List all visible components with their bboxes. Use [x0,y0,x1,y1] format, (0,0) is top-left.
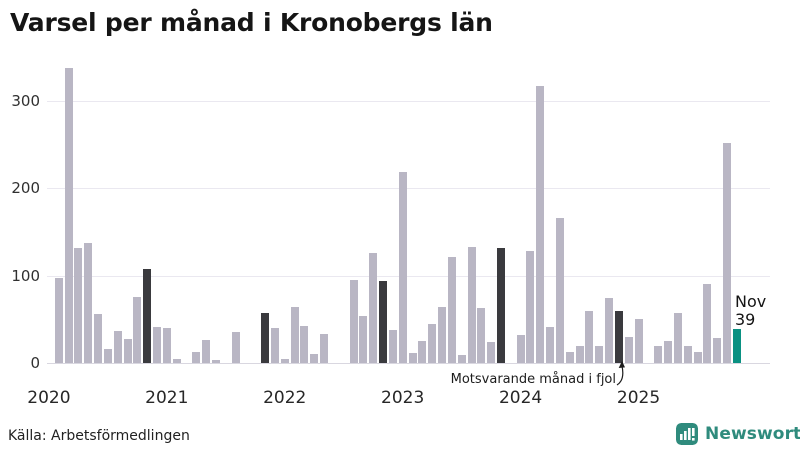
bar-2021-01 [162,328,171,363]
annotation-arrow-icon [616,361,625,386]
bar-2022-02 [290,307,299,363]
bar-2024-12 [624,337,633,363]
bar-2022-04 [310,354,319,363]
bar-2020-03 [64,68,73,363]
bar-2024-07 [575,346,584,363]
newsworthy-wordmark: Newsworthy [705,424,800,444]
bar-2023-03 [418,341,427,363]
bar-2023-07 [457,355,466,363]
bar-2021-08 [231,332,240,363]
bar-2020-10 [133,297,142,363]
bar-2023-06 [447,257,456,363]
gridline-y300 [47,101,770,102]
x-axis-tick-2023: 2023 [381,388,425,408]
y-axis-tick-100: 100 [11,267,40,285]
current-month-value: 39 [735,309,756,329]
bar-2024-08 [585,311,594,363]
bar-2021-12 [270,328,279,363]
bar-2025-05 [673,313,682,363]
bar-2023-01 [398,172,407,363]
bar-2025-11 [732,329,741,363]
bar-2023-08 [467,247,476,363]
bar-2025-06 [683,346,692,363]
bar-2023-05 [438,307,446,363]
bar-2021-02 [172,359,181,363]
bar-2020-11 [143,269,152,363]
bar-2024-04 [546,327,555,363]
bar-2020-08 [113,331,122,363]
chart-title: Varsel per månad i Kronobergs län [10,8,493,37]
y-axis-tick-0: 0 [30,354,40,372]
bar-2022-12 [388,330,397,363]
bar-2024-01 [516,335,525,363]
newsworthy-logo[interactable]: Newsworthy [676,423,800,445]
bar-2025-09 [713,338,722,363]
bar-2020-06 [94,314,102,363]
current-month-label: Nov 39 [735,293,766,328]
bar-2023-02 [408,353,417,363]
bar-2023-10 [487,342,496,363]
bar-2024-09 [595,346,604,363]
x-axis-tick-2024: 2024 [498,388,543,408]
y-axis-tick-300: 300 [11,92,40,110]
y-axis-tick-200: 200 [11,179,40,197]
gridline-y200 [47,188,770,189]
bar-2024-02 [526,251,535,363]
bar-2023-09 [477,308,486,363]
bar-2022-03 [300,326,309,363]
bar-2020-07 [103,349,112,363]
bar-2020-02 [54,278,63,363]
bar-2023-11 [496,248,505,363]
bar-2025-07 [693,352,702,363]
annotation-previous-year: Motsvarande månad i fjol [451,372,616,387]
bar-2025-04 [664,341,672,363]
bar-2022-10 [369,253,378,363]
x-axis-tick-2025: 2025 [616,388,661,408]
bar-2023-04 [428,324,437,363]
bar-2024-11 [614,311,623,363]
bar-2024-05 [555,218,564,363]
x-axis-tick-2020: 2020 [27,388,71,408]
current-month-name: Nov [735,292,767,311]
bar-2022-05 [320,334,329,363]
bar-2020-05 [84,243,93,363]
annotation-text: Motsvarande månad i fjol [450,372,616,387]
gridline-y0 [47,363,770,364]
bar-2022-01 [280,359,289,363]
source-text: Källa: Arbetsförmedlingen [8,428,190,444]
x-axis-tick-2022: 2022 [263,388,307,408]
bar-2022-11 [379,281,387,363]
bar-2020-12 [153,327,161,363]
x-axis-tick-2021: 2021 [145,388,189,408]
bar-2021-06 [212,360,220,363]
bar-2022-09 [359,316,368,363]
bar-2024-10 [605,298,613,363]
bar-2022-08 [349,280,358,363]
bar-2025-03 [654,346,663,363]
bar-2020-09 [123,339,132,363]
bar-2024-06 [565,352,574,363]
bar-2025-08 [703,284,712,363]
gridline-y100 [47,276,770,277]
bar-2024-03 [536,86,545,363]
bar-2025-10 [723,143,731,363]
bar-2025-01 [634,319,643,363]
bar-2020-04 [74,248,83,363]
bar-2021-11 [261,313,270,363]
bar-2021-05 [202,340,211,363]
newsworthy-icon [676,423,698,445]
bar-2021-04 [192,352,201,363]
